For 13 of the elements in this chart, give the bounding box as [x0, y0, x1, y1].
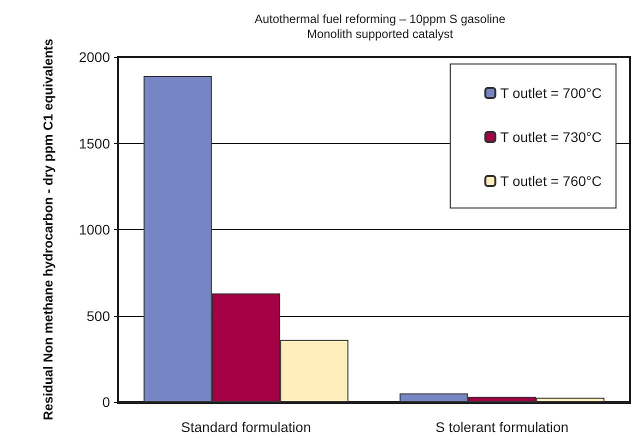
chart-title: Autothermal fuel reforming – 10ppm S gasoline	[254, 12, 506, 26]
y-tick-label: 2000	[78, 49, 110, 65]
legend-label: T outlet = 730°C	[500, 129, 602, 145]
y-tick-label: 1000	[78, 222, 110, 238]
legend-label: T outlet = 760°C	[500, 173, 602, 189]
y-tick-label: 0	[102, 394, 110, 410]
x-tick-label: Standard formulation	[181, 419, 311, 434]
legend-label: T outlet = 700°C	[500, 85, 602, 101]
chart-subtitle: Monolith supported catalyst	[306, 27, 454, 41]
x-tick-label: S tolerant formulation	[435, 419, 569, 434]
y-tick-label: 1500	[78, 135, 110, 152]
y-tick-label: 500	[86, 308, 110, 324]
y-axis-title: Residual Non methane hydrocarbon - dry ppm C1 equivalents	[40, 38, 56, 420]
